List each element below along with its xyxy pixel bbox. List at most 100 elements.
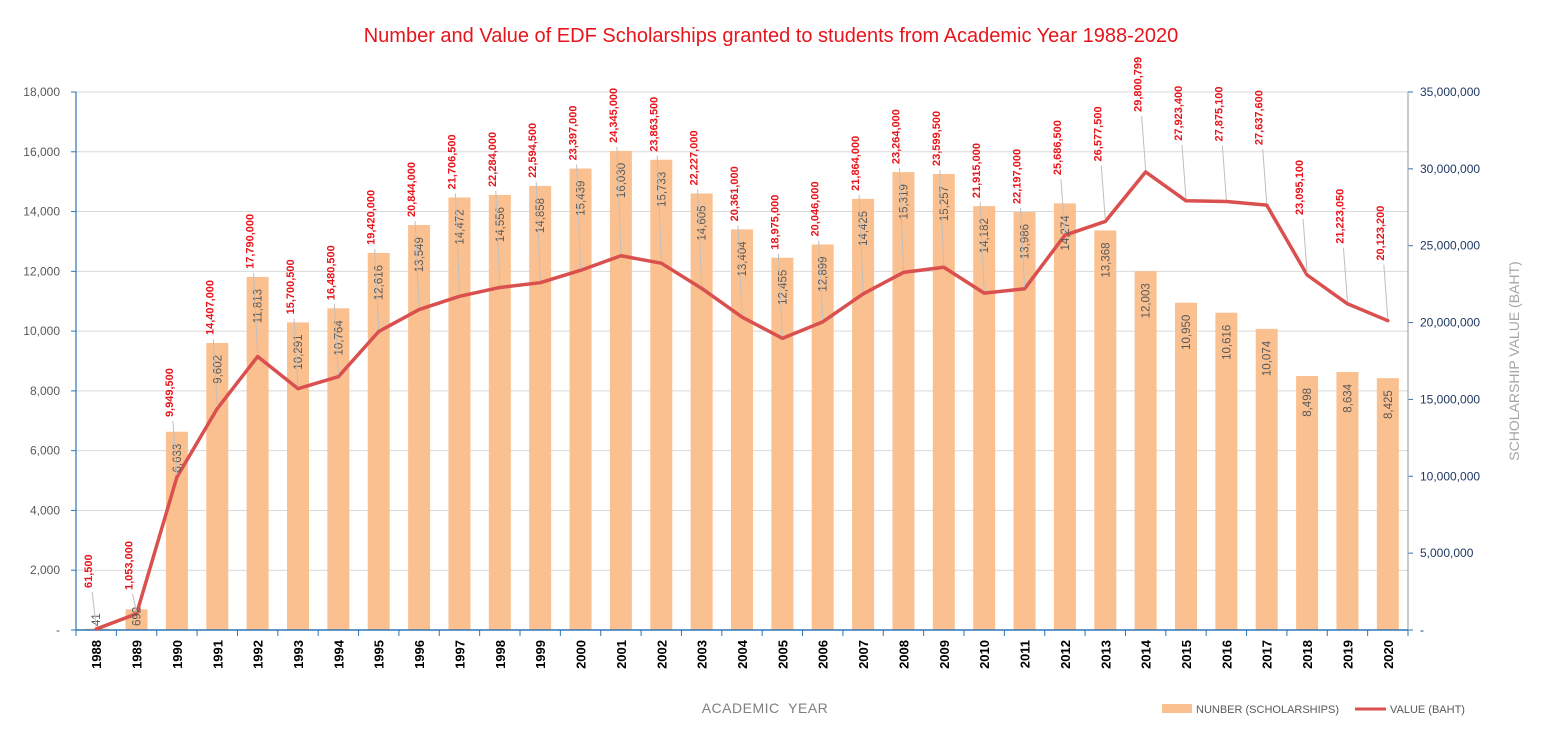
- value-label-leader: [777, 253, 783, 337]
- legend: NUNBER (SCHOLARSHIPS) VALUE (BAHT): [1162, 704, 1465, 716]
- x-axis-tick-label: 1989: [130, 640, 145, 669]
- line-value-label: 23,397,000: [568, 105, 580, 160]
- left-axis-tick-label: 10,000: [23, 324, 60, 338]
- right-axis-tick-label: 35,000,000: [1420, 85, 1480, 99]
- legend-bar-label: NUNBER (SCHOLARSHIPS): [1196, 704, 1339, 716]
- chart-title: Number and Value of EDF Scholarships gra…: [364, 25, 1179, 47]
- right-axis-tick-label: 20,000,000: [1420, 316, 1480, 330]
- value-label-leader: [333, 304, 339, 375]
- x-axis-tick-label: 2002: [654, 640, 669, 669]
- x-axis-tick-label: 1995: [372, 640, 387, 669]
- x-axis-tick-label: 2020: [1381, 640, 1396, 669]
- line-value-label: 20,123,200: [1375, 206, 1387, 261]
- line-value-label: 22,197,000: [1012, 149, 1024, 204]
- bar: [1134, 271, 1157, 630]
- bar-value-label: 6,633: [172, 444, 184, 473]
- bar: [892, 172, 915, 630]
- line-value-label: 22,594,500: [527, 123, 539, 178]
- line-point: [336, 375, 340, 379]
- value-label-leader: [293, 318, 299, 387]
- value-label-leader: [91, 591, 97, 628]
- bar: [408, 225, 431, 630]
- right-axis-tick-label: 10,000,000: [1420, 469, 1480, 483]
- x-axis-tick-label: 2005: [775, 640, 790, 669]
- bar: [367, 252, 390, 630]
- line-point: [579, 268, 583, 272]
- x-axis-tick-label: 1993: [291, 640, 306, 669]
- bar: [973, 206, 996, 630]
- line-value-label: 19,420,000: [366, 190, 378, 245]
- line-point: [659, 261, 663, 265]
- line-point: [861, 292, 865, 296]
- value-label-leader: [495, 190, 501, 286]
- value-label-leader: [374, 248, 380, 330]
- line-point: [1023, 287, 1027, 291]
- line-value-label: 1,053,000: [124, 541, 136, 590]
- bar-value-label: 13,368: [1100, 242, 1112, 277]
- line-value-label: 61,500: [83, 554, 95, 588]
- line-value-label: 21,706,500: [446, 134, 458, 189]
- x-axis-tick-label: 1999: [533, 640, 548, 669]
- value-label-leader: [1020, 207, 1026, 287]
- line-value-label: 26,577,500: [1092, 106, 1104, 161]
- value-label-leader: [737, 225, 743, 316]
- value-label-leader: [414, 221, 420, 308]
- line-value-label: 23,095,100: [1294, 160, 1306, 215]
- x-axis-tick-label: 1996: [412, 640, 427, 669]
- line-series: [94, 170, 1390, 631]
- x-axis-tick-label: 2000: [574, 640, 589, 669]
- x-axis-tick-label: 2012: [1058, 640, 1073, 669]
- bar: [609, 150, 632, 630]
- value-label-leader: [1262, 149, 1268, 204]
- x-axis-tick-label: 2011: [1018, 640, 1033, 668]
- x-axis-tick-label: 1998: [493, 640, 508, 669]
- line-value-label: 9,949,500: [164, 368, 176, 417]
- bar: [287, 322, 309, 630]
- line-point: [256, 355, 260, 359]
- value-label-leader: [898, 168, 904, 271]
- x-axis-tick-label: 1991: [210, 640, 225, 669]
- right-axis-tick-label: 25,000,000: [1420, 239, 1480, 253]
- line-point: [135, 612, 139, 616]
- bar: [1013, 211, 1036, 630]
- x-axis-tick-label: 2004: [735, 639, 750, 669]
- line-point: [821, 320, 825, 324]
- left-axis-tick-label: 12,000: [23, 264, 60, 278]
- line-value-label: 20,844,000: [406, 162, 418, 217]
- line-point: [619, 254, 623, 258]
- left-axis-tick-label: 14,000: [23, 205, 60, 219]
- bar: [1336, 371, 1359, 630]
- bar: [731, 229, 753, 631]
- line-value-label: 20,361,000: [729, 166, 741, 221]
- left-axis-tick-label: 6,000: [30, 444, 60, 458]
- value-label-leader: [132, 593, 138, 612]
- x-axis-tick-label: 2016: [1219, 640, 1234, 669]
- x-axis-tick-label: 2013: [1098, 640, 1113, 669]
- line-point: [1224, 200, 1228, 204]
- line-value-label: 25,686,500: [1052, 120, 1064, 175]
- right-axis-title: SCHOLARSHIP VALUE (BAHT): [1506, 261, 1522, 460]
- bar: [1175, 302, 1197, 630]
- left-axis-tick-label: 4,000: [30, 503, 60, 517]
- line-value-label: 27,923,400: [1173, 86, 1185, 141]
- value-label-leader: [697, 189, 703, 287]
- line-point: [1144, 170, 1148, 174]
- bar: [529, 185, 552, 630]
- line-point: [1345, 302, 1349, 306]
- line-point: [1103, 219, 1107, 223]
- x-axis-tick-label: 2017: [1260, 640, 1275, 669]
- left-axis-tick-label: 2,000: [30, 563, 60, 577]
- bar: [650, 159, 673, 630]
- x-axis-tick-label: 1990: [170, 640, 185, 669]
- x-axis-tick-label: 1994: [331, 639, 346, 669]
- bar-value-label: 692: [132, 607, 144, 626]
- line-point: [982, 291, 986, 295]
- x-axis-tick-label: 2001: [614, 640, 629, 669]
- bar-value-label: 8,634: [1342, 383, 1354, 412]
- value-label-leader: [212, 338, 218, 407]
- line-point: [780, 336, 784, 340]
- x-axis-tick-label: 1988: [89, 640, 104, 669]
- x-axis-tick-label: 2015: [1179, 640, 1194, 669]
